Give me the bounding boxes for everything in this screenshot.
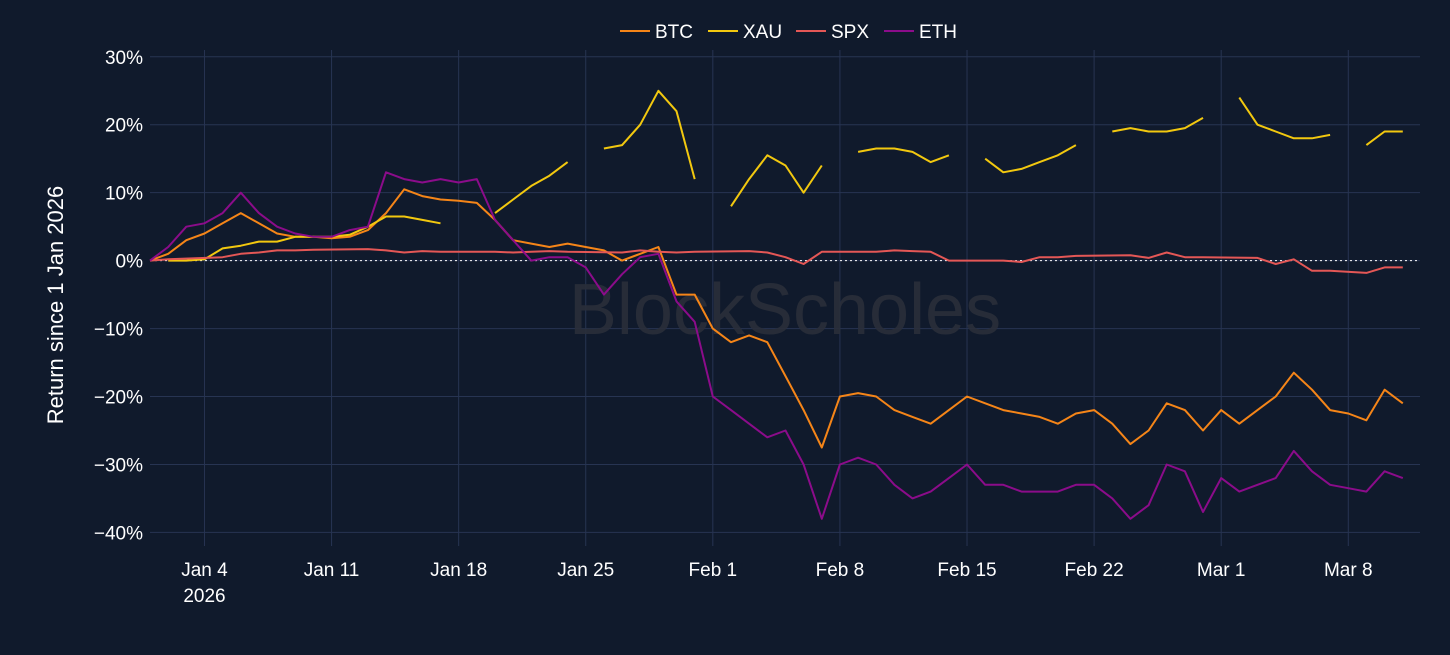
x-tick-label: Mar 1 [1197, 560, 1246, 581]
y-tick-label: 30% [105, 48, 143, 69]
x-tick-label: Jan 25 [557, 560, 614, 581]
x-tick-label: Feb 15 [937, 560, 996, 581]
x-tick-label: Feb 22 [1065, 560, 1124, 581]
legend-label-btc: BTC [655, 22, 693, 43]
y-tick-label: −20% [94, 388, 143, 409]
x-axis-ticks: Jan 4 2026 Jan 11 Jan 18 Jan 25 Feb 1 Feb 8 Feb… [181, 560, 1372, 607]
y-axis-label: Return since 1 Jan 2026 [43, 186, 68, 425]
series-lines [149, 89, 1404, 520]
y-axis-ticks: 30% 20% 10% 0% −10% −20% −30% −40% [94, 48, 143, 545]
x-tick-label: Jan 11 [304, 560, 360, 581]
x-tick-sublabel: 2026 [183, 586, 225, 607]
y-tick-label: 10% [105, 184, 143, 205]
grid [150, 50, 1420, 546]
series-line-eth [149, 171, 1404, 520]
watermark: BlockScholes [569, 270, 1001, 350]
y-tick-label: 20% [105, 116, 143, 137]
y-tick-label: −40% [94, 523, 143, 544]
series-line-xau [168, 89, 1403, 262]
y-tick-label: −10% [94, 320, 143, 341]
legend-label-spx: SPX [831, 22, 869, 43]
series-line-spx [149, 248, 1403, 274]
x-tick-label: Feb 1 [689, 560, 738, 581]
x-tick-label: Feb 8 [816, 560, 865, 581]
x-tick-label: Jan 4 [181, 560, 228, 581]
x-tick-label: Jan 18 [430, 560, 487, 581]
legend: BTC XAU SPX ETH [620, 22, 957, 43]
y-tick-label: −30% [94, 455, 143, 476]
legend-label-xau: XAU [743, 22, 782, 43]
y-tick-label: 0% [116, 252, 144, 273]
x-tick-label: Mar 8 [1324, 560, 1373, 581]
series-line-btc [149, 188, 1404, 449]
legend-label-eth: ETH [919, 22, 957, 43]
